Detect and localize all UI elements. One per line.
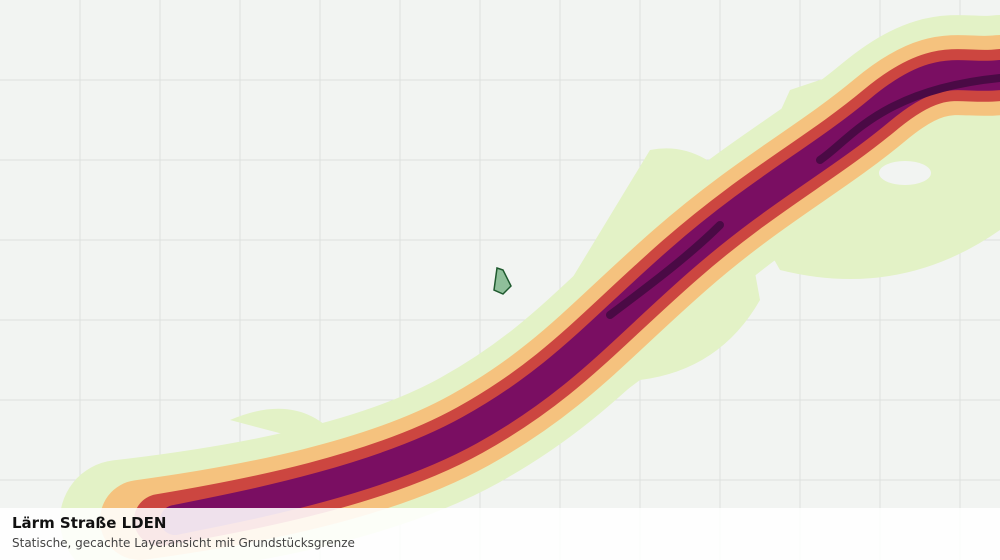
parcel-boundary xyxy=(493,267,512,295)
layer-title: Lärm Straße LDEN xyxy=(12,514,167,532)
info-panel: Lärm Straße LDEN Statische, gecachte Lay… xyxy=(0,508,1000,560)
layer-subtitle: Statische, gecachte Layeransicht mit Gru… xyxy=(12,536,355,550)
noise-zones xyxy=(60,15,1000,560)
